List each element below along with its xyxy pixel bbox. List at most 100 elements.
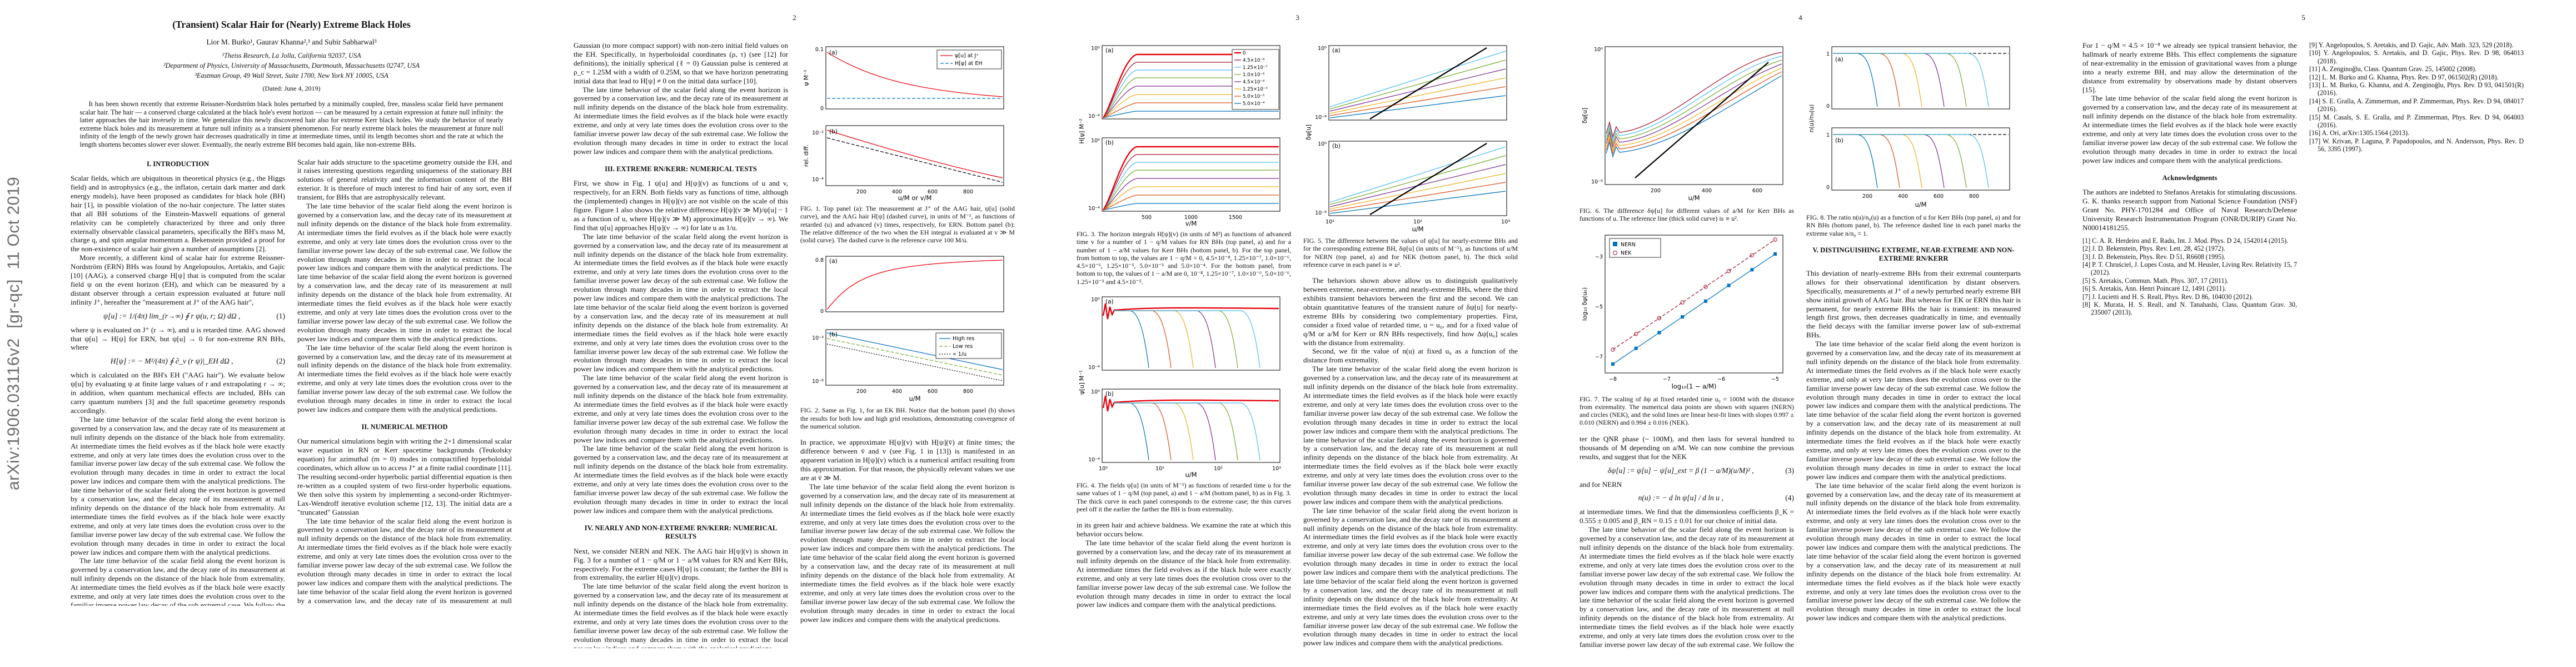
paragraph: In practice, we approximate H[ψ](v) with… — [800, 438, 1015, 482]
curve — [1329, 191, 1506, 214]
curve — [1103, 102, 1279, 118]
filler-paragraph: The late time behavior of the scalar fie… — [574, 85, 788, 156]
affiliation-1: ¹Theiss Research, La Jolla, California 9… — [222, 52, 361, 59]
figure-2-caption: FIG. 2. Same as Fig. 1, for an EK BH. No… — [800, 406, 1015, 431]
figure-1-plot: ψ[u] at J⁺ H[ψ] at EH (a) 0.1 0 ψ M⁻¹ (b… — [803, 46, 1004, 201]
equation-2: H[ψ] := − M²/(4π) ∮ ∂_v (r ψ)|_EH dΩ , (… — [71, 357, 285, 366]
curve — [1833, 53, 1922, 107]
axis-label: u/M or v/M — [898, 194, 932, 201]
tick-label: 600 — [1934, 193, 1944, 200]
figure-3-plot: 0 4.5×10⁻⁸ 1.25×10⁻⁷ 1.0×10⁻⁶ 4.5×10⁻⁶ 1… — [1079, 45, 1280, 227]
paragraph: and for NERN — [1580, 480, 1622, 489]
paragraph: For 1 − q/M = 4.5 × 10⁻⁸ we already see … — [2082, 41, 2297, 94]
section-heading-4: IV. NEARLY AND NON-EXTREME RN/KERR: NUME… — [584, 524, 778, 541]
data-marker — [1681, 315, 1685, 318]
data-marker — [1680, 300, 1685, 305]
affiliation-3: ³Eastman Group, 49 Wall Street, Suite 17… — [195, 72, 388, 79]
data-marker — [1657, 330, 1661, 334]
dated-line: (Dated: June 4, 2019) — [262, 84, 321, 92]
panel-letter: (a) — [1835, 56, 1843, 63]
tick-label: 0 — [1826, 185, 1830, 191]
curve — [826, 332, 1003, 371]
figure-3: 0 4.5×10⁻⁸ 1.25×10⁻⁷ 1.0×10⁻⁶ 4.5×10⁻⁶ 1… — [1077, 42, 1291, 227]
filler-paragraph: The late time behavior of the scalar fie… — [800, 482, 1015, 624]
filler-paragraph: The late time behavior of the scalar fie… — [574, 582, 788, 648]
equation-1: ψ[u] := 1/(4π) lim_(r→∞) ∮ r ψ(u, r; Ω) … — [71, 312, 285, 321]
axis-label: δψ[u] — [1306, 125, 1312, 140]
curve — [1102, 303, 1279, 320]
page-2-left-column: Gaussian (to more compact support) with … — [574, 41, 788, 648]
tick-label: 10¹ — [1326, 219, 1334, 225]
curve — [1329, 146, 1506, 203]
curve — [1103, 53, 1279, 118]
tick-label: 0 — [1826, 103, 1830, 109]
paragraph: The behaviors shown above allow us to di… — [1303, 276, 1518, 347]
filler-paragraph: The late time behavior of the scalar fie… — [297, 202, 512, 343]
tick-label: 400 — [1702, 188, 1712, 194]
page-number: 2 — [793, 13, 796, 22]
tick-label: −3 — [1595, 254, 1603, 260]
panel-letter: (a) — [829, 49, 838, 56]
tick-label: 10⁻⁸ — [1315, 210, 1327, 216]
plot-frame — [825, 46, 1004, 109]
panel-letter: (a) — [1332, 47, 1341, 54]
data-marker — [1703, 284, 1708, 289]
authors-line: Lior M. Burko¹, Gaurav Khanna²,³ and Sub… — [206, 38, 377, 46]
curve — [1103, 77, 1279, 118]
legend-box — [1609, 238, 1661, 257]
tick-label: 10⁻³ — [812, 335, 824, 341]
legend-entry: 0 — [1243, 51, 1245, 56]
curve — [1606, 56, 1782, 142]
axis-label: u/M — [1412, 225, 1423, 233]
legend-entry: NEK — [1621, 250, 1632, 256]
axis-label: n(u)/n₀(u) — [1808, 104, 1815, 133]
axis-label: u/M — [1688, 194, 1700, 202]
reference: [9] Y. Angelopoulos, S. Aretakis, and D.… — [2309, 41, 2514, 49]
tick-label: 10⁰ — [1318, 46, 1327, 52]
curve — [1114, 310, 1194, 369]
page-3-columns: 0 4.5×10⁻⁸ 1.25×10⁻⁷ 1.0×10⁻⁶ 4.5×10⁻⁶ 1… — [1077, 41, 1518, 648]
page-4: 4 10⁰ — [1549, 0, 2052, 667]
legend-entry: Low res — [953, 344, 973, 350]
tick-label: 1 — [1826, 51, 1830, 57]
page-4-left-column: 10⁰ 10⁻⁶ 200 400 600 u/M δψ[u] FIG. 6. T… — [1580, 41, 1794, 648]
paragraph: Second, we fit the value of n(u) at fixe… — [1303, 347, 1518, 365]
curve — [1329, 155, 1506, 205]
panel-letter: (a) — [1105, 47, 1114, 54]
reference: [15] M. Casals, S. E. Gralla, and P. Zim… — [2309, 113, 2524, 130]
curve — [1114, 310, 1260, 369]
paragraph: Our numerical simulations begin with wri… — [297, 437, 512, 516]
tick-label: 0.8 — [815, 257, 824, 263]
panel-letter: (a) — [1105, 298, 1114, 305]
paragraph: This deviation of nearly-extreme BHs fro… — [1806, 268, 2021, 340]
page-1-right-column: Scalar hair adds structure to the spacet… — [297, 158, 512, 606]
curve — [1612, 239, 1776, 350]
tick-label: 10³ — [1272, 466, 1281, 472]
pages-row: (Transient) Scalar Hair for (Nearly) Ext… — [40, 0, 2555, 667]
reference: [7] J. Lucietti and H. S. Reall, Phys. R… — [2082, 292, 2253, 301]
page-2-right-column: ψ[u] at J⁺ H[ψ] at EH (a) 0.1 0 ψ M⁻¹ (b… — [800, 41, 1015, 648]
curve — [1329, 182, 1506, 212]
plot-frame — [825, 329, 1004, 386]
equation-body: ψ[u] := 1/(4π) lim_(r→∞) ∮ r ψ(u, r; Ω) … — [103, 311, 241, 320]
reference: [12] L. M. Burko and G. Khanna, Phys. Re… — [2309, 73, 2499, 81]
curve — [826, 260, 1003, 310]
axis-label: rel. diff. — [803, 145, 810, 167]
plot-frame — [1831, 127, 2010, 191]
acknowledgments-text: The authors are indebted to Stefanos Are… — [2082, 188, 2297, 232]
paragraph: where ψ is evaluated on J⁺ (r → ∞), and … — [71, 325, 285, 352]
curve — [1114, 310, 1238, 369]
page-5-columns: For 1 − q/M = 4.5 × 10⁻⁸ we already see … — [2082, 41, 2524, 648]
references-col1: [1] C. A. R. Herdeiro and E. Radu, Int. … — [2082, 237, 2297, 317]
curve — [1606, 63, 1782, 148]
axis-label: v/M — [1185, 220, 1197, 227]
curve — [1329, 173, 1506, 210]
page-4-right-column: (a) 1 0 (b) 1 — [1806, 41, 2021, 648]
axis-label: log₁₀(1 − a/M) — [1672, 382, 1717, 390]
panel-letter: (b) — [829, 331, 838, 338]
legend-sample — [1613, 250, 1617, 255]
curve — [1369, 143, 1487, 215]
tick-label: 10⁰ — [1318, 141, 1327, 147]
figure-6: 10⁰ 10⁻⁶ 200 400 600 u/M δψ[u] — [1580, 42, 1794, 203]
